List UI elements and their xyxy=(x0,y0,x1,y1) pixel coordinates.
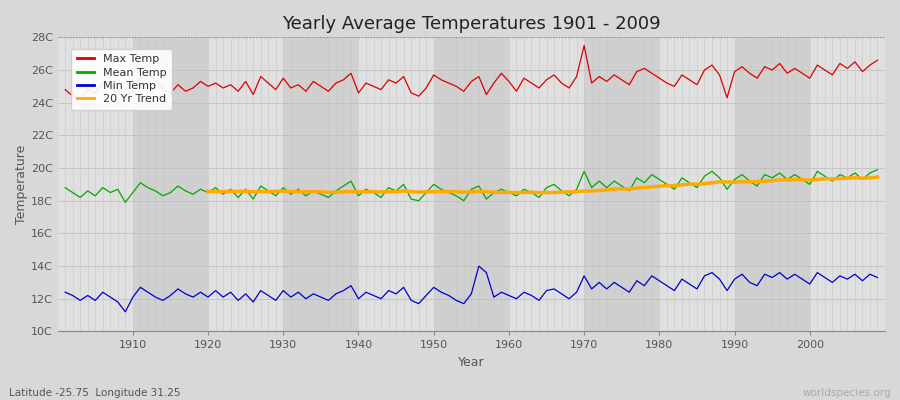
Bar xyxy=(660,37,734,332)
Text: worldspecies.org: worldspecies.org xyxy=(803,388,891,398)
Bar xyxy=(734,37,810,332)
Bar xyxy=(133,37,208,332)
Bar xyxy=(208,37,284,332)
Bar xyxy=(358,37,434,332)
Title: Yearly Average Temperatures 1901 - 2009: Yearly Average Temperatures 1901 - 2009 xyxy=(282,15,661,33)
Legend: Max Temp, Mean Temp, Min Temp, 20 Yr Trend: Max Temp, Mean Temp, Min Temp, 20 Yr Tre… xyxy=(71,49,172,110)
Bar xyxy=(434,37,508,332)
Y-axis label: Temperature: Temperature xyxy=(15,145,28,224)
Bar xyxy=(584,37,660,332)
Text: Latitude -25.75  Longitude 31.25: Latitude -25.75 Longitude 31.25 xyxy=(9,388,181,398)
Bar xyxy=(810,37,885,332)
Bar xyxy=(284,37,358,332)
Bar xyxy=(508,37,584,332)
Bar xyxy=(58,37,133,332)
X-axis label: Year: Year xyxy=(458,356,484,369)
